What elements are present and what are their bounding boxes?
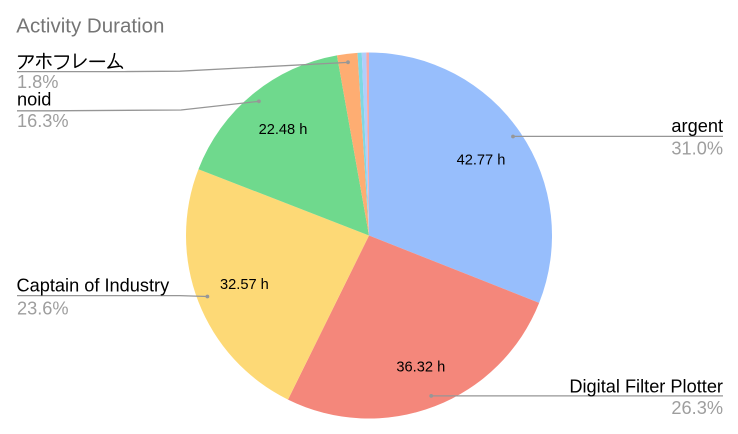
svg-text:42.77 h: 42.77 h [457,152,506,168]
svg-text:1.8%: 1.8% [17,72,58,92]
svg-text:Captain of Industry: Captain of Industry [17,275,171,295]
svg-text:32.57 h: 32.57 h [220,277,269,293]
svg-text:23.6%: 23.6% [17,298,69,318]
svg-text:Activity Duration: Activity Duration [16,15,164,38]
svg-text:26.3%: 26.3% [671,398,723,418]
svg-text:31.0%: 31.0% [671,138,723,158]
svg-text:22.48 h: 22.48 h [259,122,308,138]
svg-text:Digital Filter Plotter: Digital Filter Plotter [569,376,723,396]
svg-text:noid: noid [17,90,51,110]
svg-text:36.32 h: 36.32 h [396,360,445,376]
svg-text:16.3%: 16.3% [17,111,69,131]
svg-text:argent: argent [671,116,723,136]
